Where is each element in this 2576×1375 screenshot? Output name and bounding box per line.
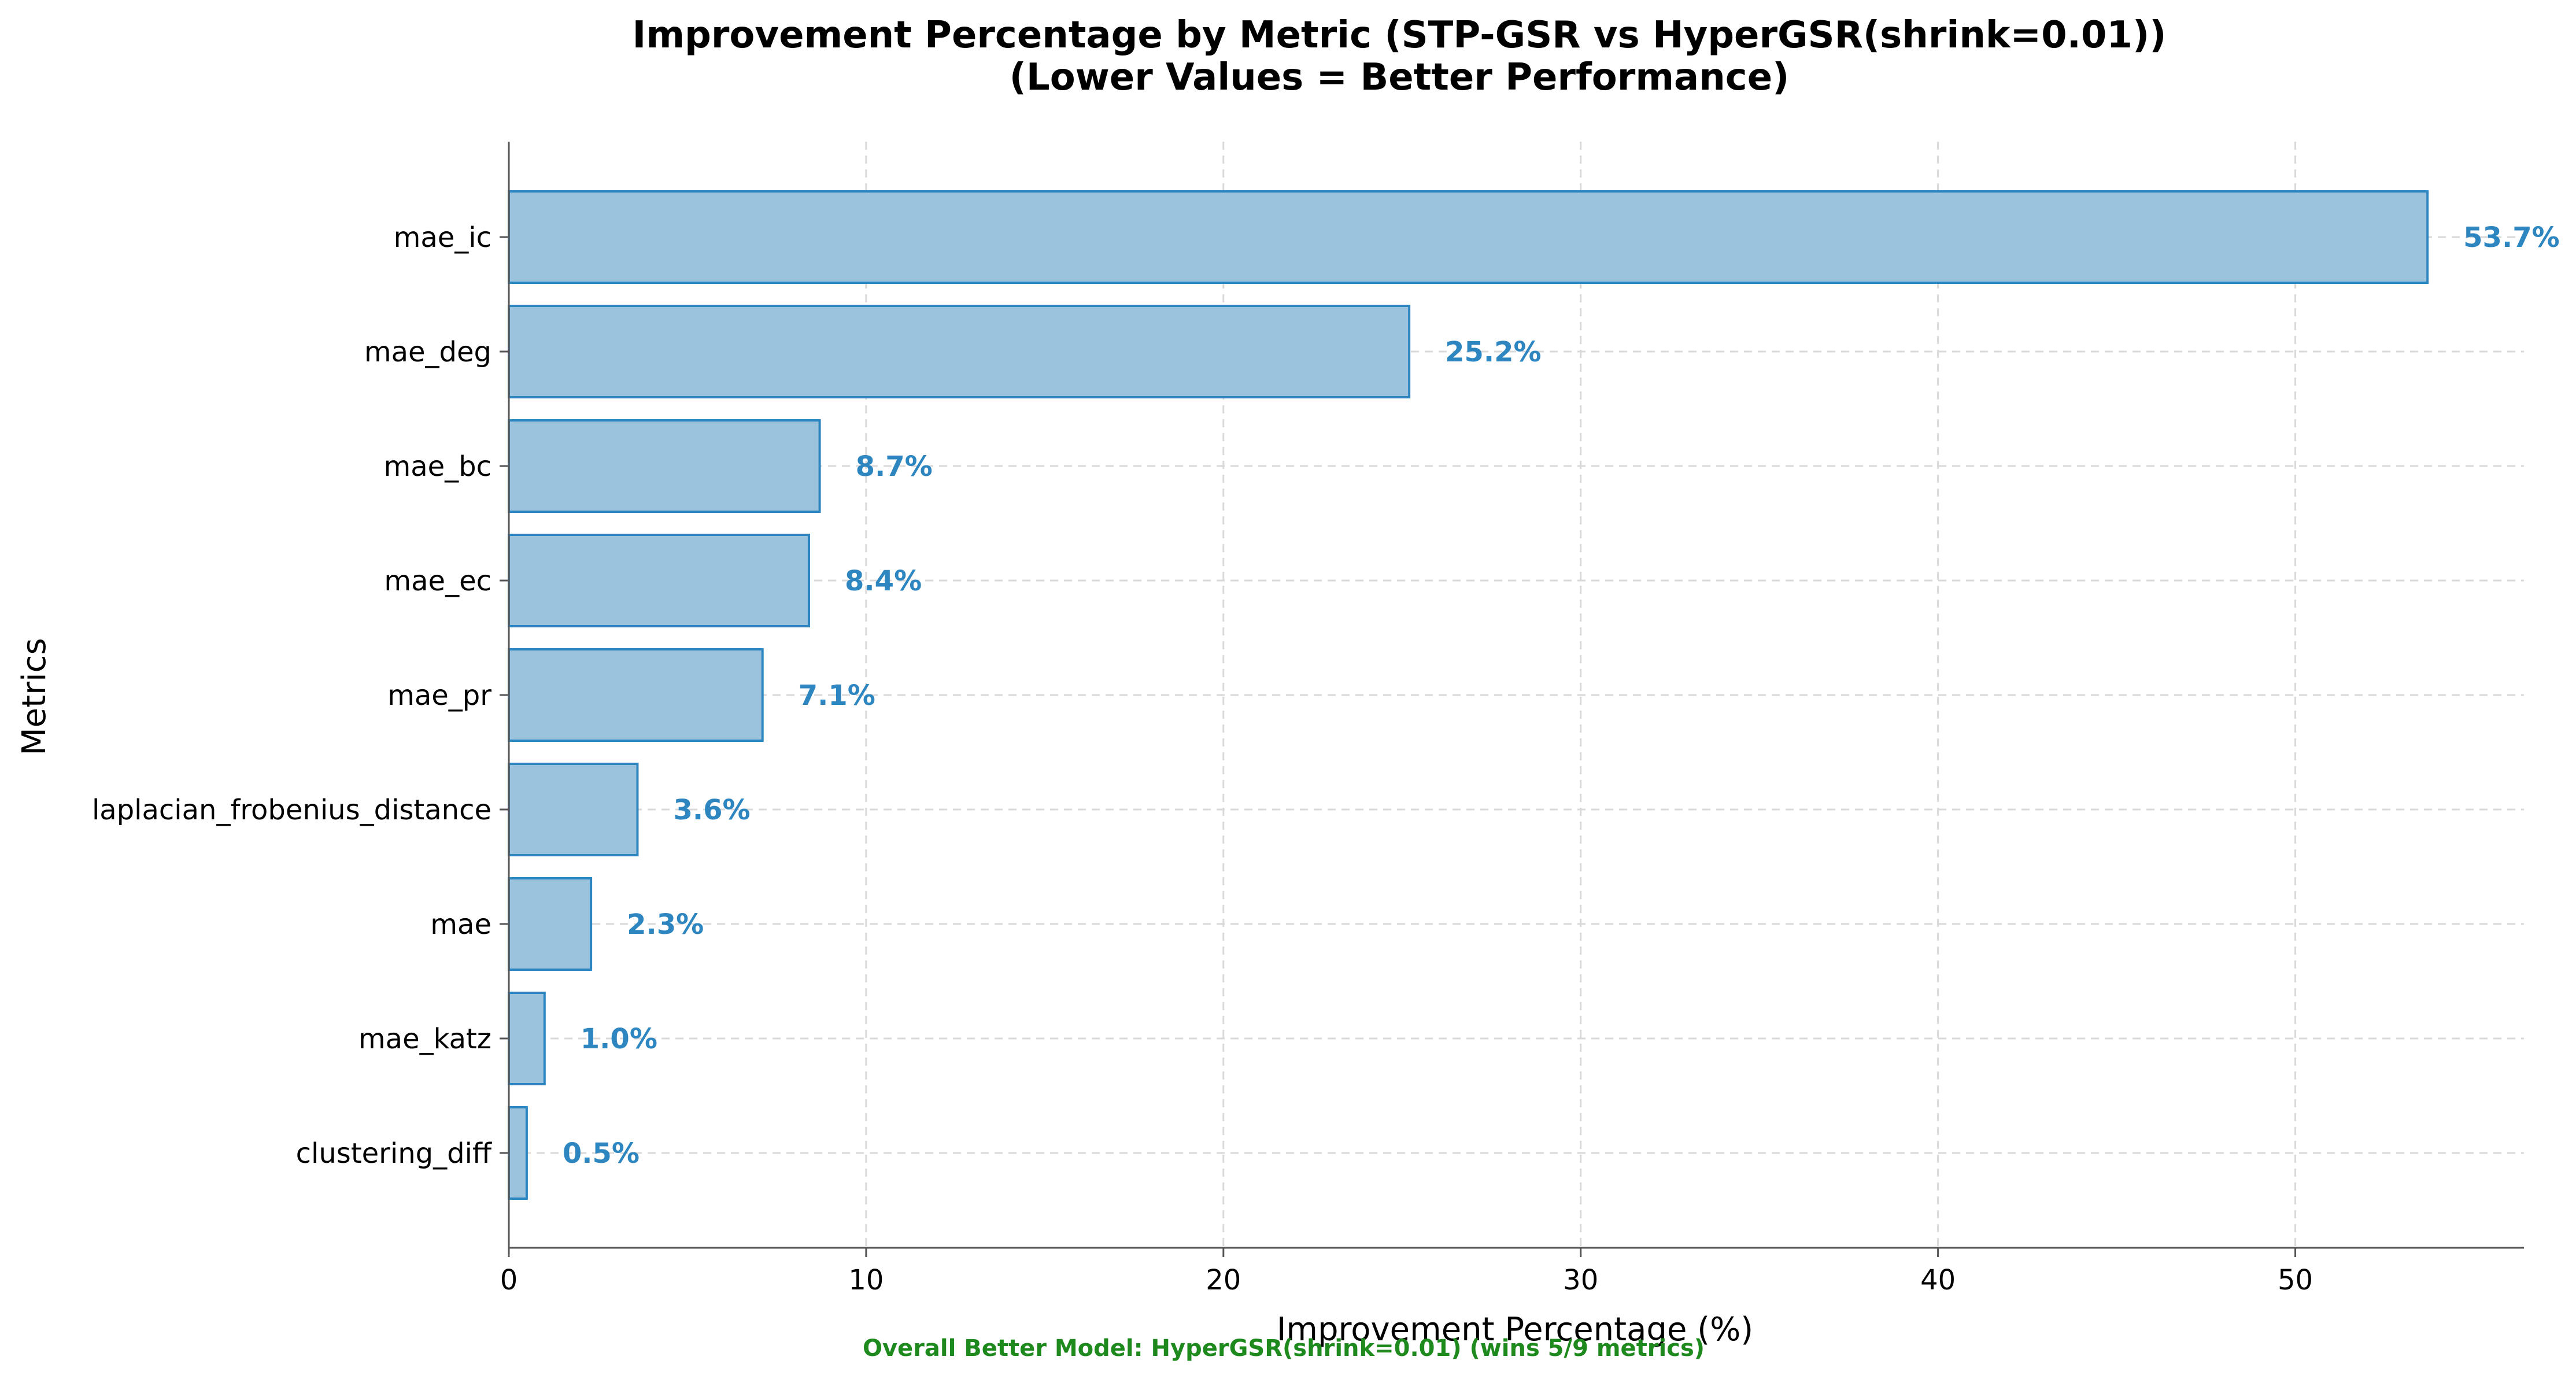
x-tick-label: 10 bbox=[848, 1264, 884, 1296]
data-label: 1.0% bbox=[581, 1023, 657, 1055]
data-label: 3.6% bbox=[673, 794, 750, 826]
bar-mae_ic bbox=[508, 190, 2429, 284]
category-label: mae_pr bbox=[387, 679, 491, 712]
data-label: 7.1% bbox=[799, 679, 875, 712]
category-label: mae bbox=[430, 908, 491, 941]
data-label: 8.4% bbox=[845, 565, 922, 597]
x-tick-label: 40 bbox=[1920, 1264, 1956, 1296]
bar-laplacian_frobenius_distance bbox=[508, 763, 639, 856]
data-label: 25.2% bbox=[1445, 336, 1542, 368]
y-axis-label: Metrics bbox=[16, 638, 53, 755]
x-tick-label: 50 bbox=[2278, 1264, 2313, 1296]
bar-mae_pr bbox=[508, 648, 764, 742]
category-label: mae_deg bbox=[364, 336, 491, 368]
category-label: laplacian_frobenius_distance bbox=[92, 794, 491, 826]
data-label: 8.7% bbox=[856, 450, 933, 483]
bar-mae bbox=[508, 877, 593, 971]
chart-title: Improvement Percentage by Metric (STP-GS… bbox=[633, 14, 2167, 57]
data-label: 0.5% bbox=[563, 1137, 640, 1170]
x-axis-label: Improvement Percentage (%) bbox=[1277, 1311, 1753, 1348]
category-label: mae_bc bbox=[383, 450, 491, 483]
data-label: 2.3% bbox=[627, 908, 704, 941]
bar-mae_bc bbox=[508, 419, 821, 513]
x-tick-label: 0 bbox=[500, 1264, 518, 1296]
x-tick-label: 20 bbox=[1206, 1264, 1241, 1296]
category-label: mae_ec bbox=[384, 565, 491, 597]
footer-note: Overall Better Model: HyperGSR(shrink=0.… bbox=[863, 1335, 1705, 1362]
chart-subtitle: (Lower Values = Better Performance) bbox=[1010, 56, 1790, 99]
data-label: 53.7% bbox=[2463, 221, 2560, 254]
bar-mae_ec bbox=[508, 534, 811, 627]
category-label: mae_katz bbox=[359, 1023, 491, 1055]
category-label: clustering_diff bbox=[296, 1137, 492, 1170]
bar-mae_deg bbox=[508, 305, 1411, 398]
bar-clustering_diff bbox=[508, 1106, 528, 1200]
ticks-layer: 0 10 20 30 40 50 mae_ic mae_deg mae_bc mae_ec mae_… bbox=[92, 221, 2313, 1296]
category-label: mae_ic bbox=[394, 221, 491, 254]
x-tick-label: 30 bbox=[1563, 1264, 1598, 1296]
bar-mae_katz bbox=[508, 992, 546, 1085]
labels-layer: 53.7% 25.2% 8.7% 8.4% 7.1% 3.6% 2.3% 1.0% 0.5% bbox=[563, 221, 2560, 1170]
